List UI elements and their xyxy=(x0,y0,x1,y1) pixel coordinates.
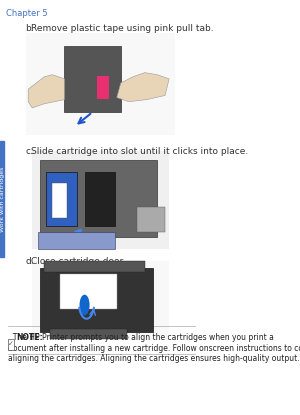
Text: b.: b. xyxy=(25,24,34,33)
Text: Remove plastic tape using pink pull tab.: Remove plastic tape using pink pull tab. xyxy=(31,24,214,33)
Bar xyxy=(46,172,76,226)
Text: ✓: ✓ xyxy=(8,342,14,347)
Bar xyxy=(40,160,157,237)
Text: c.: c. xyxy=(25,147,33,156)
Text: Chapter 5: Chapter 5 xyxy=(6,9,48,18)
Bar xyxy=(38,232,115,249)
Text: Close cartridge door.: Close cartridge door. xyxy=(31,257,125,266)
Polygon shape xyxy=(117,73,169,102)
Bar xyxy=(52,183,68,218)
Bar xyxy=(32,151,169,249)
Bar xyxy=(8,339,14,350)
Polygon shape xyxy=(28,75,64,108)
Bar xyxy=(26,33,175,135)
Text: Slide cartridge into slot until it clicks into place.: Slide cartridge into slot until it click… xyxy=(31,147,248,156)
Bar xyxy=(0,141,4,257)
Bar xyxy=(97,76,109,99)
Circle shape xyxy=(80,295,90,315)
Bar xyxy=(137,208,165,232)
Bar xyxy=(50,329,127,339)
Text: Work with cartridges: Work with cartridges xyxy=(0,166,5,232)
Bar xyxy=(40,268,153,332)
Bar xyxy=(64,46,121,112)
Bar xyxy=(32,261,169,340)
Text: d.: d. xyxy=(25,257,34,266)
Text: NOTE:: NOTE: xyxy=(16,333,43,342)
Text: The HP Printer prompts you to align the cartridges when you print a
document aft: The HP Printer prompts you to align the … xyxy=(8,333,300,363)
Bar xyxy=(60,274,117,309)
Bar xyxy=(85,172,115,226)
Bar xyxy=(44,261,145,272)
